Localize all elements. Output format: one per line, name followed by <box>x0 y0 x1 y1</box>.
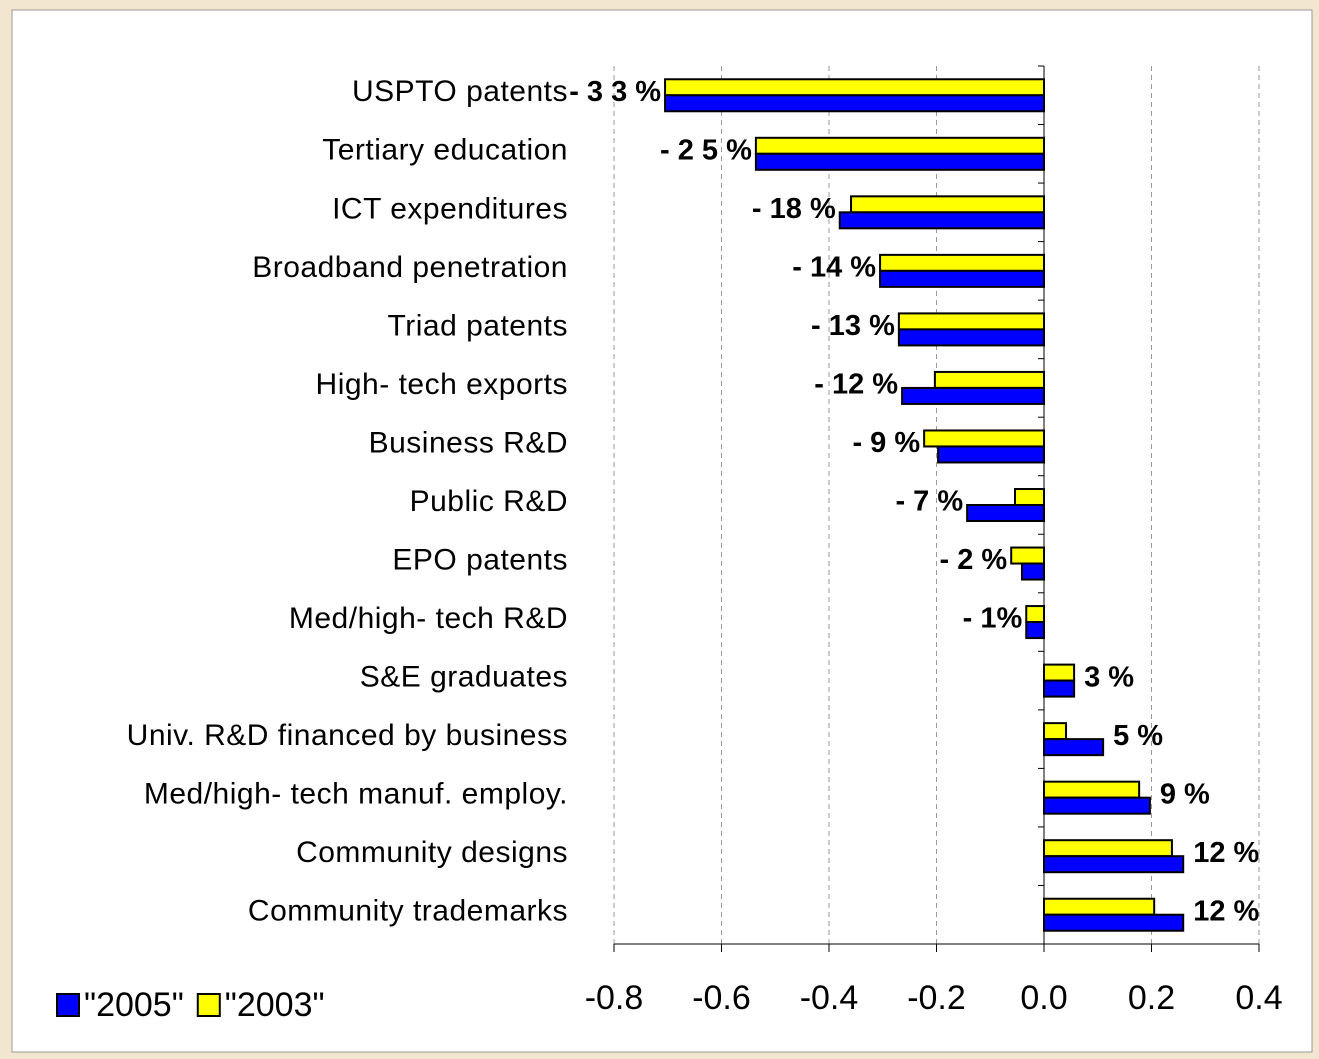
value-annotation: - 7 % <box>895 486 963 518</box>
x-tick-label: -0.8 <box>585 979 644 1017</box>
value-annotation: 12 % <box>1193 837 1259 869</box>
bar <box>1013 488 1045 506</box>
bar <box>1043 839 1173 858</box>
bar <box>966 504 1046 522</box>
bar <box>754 136 1046 155</box>
value-annotation: - 9 % <box>852 427 920 459</box>
bar <box>838 211 1045 230</box>
x-tick-label: 0.0 <box>1020 979 1067 1017</box>
bar <box>879 269 1045 288</box>
value-annotation: 9 % <box>1160 778 1210 810</box>
legend-swatch <box>56 993 80 1017</box>
bar <box>1043 897 1156 916</box>
value-annotation: - 18 % <box>752 193 836 225</box>
bar <box>1025 621 1045 640</box>
x-tick-label: -0.2 <box>907 979 966 1017</box>
y-tick-label: Med/high- tech R&D <box>289 602 568 635</box>
value-annotation: - 2 5 % <box>660 134 752 166</box>
y-tick-label: Business R&D <box>369 426 568 459</box>
legend-label: "2003" <box>225 986 325 1024</box>
bar <box>901 386 1045 405</box>
x-tick-label: -0.4 <box>800 979 859 1017</box>
bar <box>664 78 1045 97</box>
bar <box>1043 780 1141 799</box>
bar <box>1043 913 1185 932</box>
bar <box>1010 546 1046 565</box>
bar <box>664 94 1045 113</box>
x-tick-label: 0.4 <box>1235 979 1282 1017</box>
y-tick-label: Public R&D <box>410 485 568 518</box>
x-tick-label: 0.2 <box>1128 979 1175 1017</box>
value-annotation: - 13 % <box>811 310 895 342</box>
legend-swatch <box>196 993 221 1017</box>
value-annotation: - 3 3 % <box>569 76 661 108</box>
y-tick-label: ICT expenditures <box>332 192 568 225</box>
bar <box>1043 663 1076 682</box>
y-tick-label: S&E graduates <box>360 661 568 694</box>
value-annotation: 3 % <box>1084 661 1134 693</box>
y-tick-label: Community trademarks <box>248 895 568 928</box>
y-tick-label: EPO patents <box>392 543 568 576</box>
value-annotation: - 2 % <box>940 544 1008 576</box>
bar <box>879 253 1045 272</box>
value-annotation: - 14 % <box>792 252 876 284</box>
y-tick-label: Med/high- tech manuf. employ. <box>144 778 568 811</box>
bar <box>933 370 1046 389</box>
bar <box>1043 855 1185 874</box>
bar <box>1043 738 1105 757</box>
bar <box>1043 796 1151 815</box>
value-annotation: 12 % <box>1193 895 1259 927</box>
bar <box>1025 605 1045 624</box>
chart-area <box>11 9 1313 1053</box>
bar <box>897 328 1045 347</box>
bar <box>937 445 1045 464</box>
value-annotation: - 1% <box>963 603 1023 635</box>
y-tick-label: High- tech exports <box>316 368 568 401</box>
y-tick-label: USPTO patents <box>352 75 568 108</box>
bar <box>1043 722 1068 741</box>
bar <box>1020 562 1046 581</box>
y-tick-label: Broadband penetration <box>252 251 568 284</box>
value-annotation: 5 % <box>1113 720 1163 752</box>
bar <box>923 429 1046 448</box>
y-tick-label: Tertiary education <box>322 134 568 167</box>
bar <box>1043 679 1076 698</box>
bar <box>897 312 1045 331</box>
bar <box>850 195 1045 214</box>
value-annotation: - 12 % <box>814 369 898 401</box>
legend-label: "2005" <box>84 986 184 1024</box>
x-tick-label: -0.6 <box>692 979 751 1017</box>
y-tick-label: Univ. R&D financed by business <box>127 719 568 752</box>
y-tick-label: Community designs <box>296 836 568 869</box>
bar <box>754 152 1046 171</box>
y-tick-label: Triad patents <box>388 309 568 342</box>
